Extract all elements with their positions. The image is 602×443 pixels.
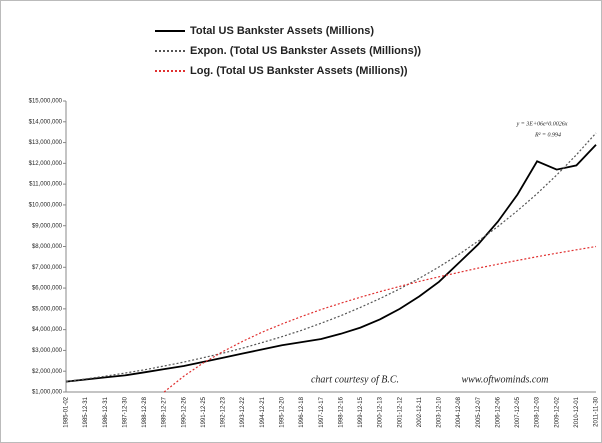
x-tick-label: 1990-12-26 — [181, 396, 187, 427]
x-tick-label: 2005-12-07 — [476, 396, 482, 427]
x-tick-label: 1987-12-30 — [122, 396, 128, 427]
x-tick-label: 1999-12-15 — [358, 396, 364, 427]
x-tick-label: 1998-12-16 — [338, 396, 344, 427]
x-tick-label: 2011-11-30 — [594, 396, 600, 426]
y-tick-label: $5,000,000 — [32, 306, 63, 312]
website: www.oftwominds.com — [461, 374, 548, 385]
x-tick-label: 1989-12-27 — [162, 396, 168, 427]
x-tick-label: 1993-12-22 — [240, 396, 246, 427]
y-tick-label: $8,000,000 — [32, 244, 63, 250]
y-tick-label: $10,000,000 — [29, 203, 63, 209]
x-tick-label: 1994-12-21 — [260, 396, 266, 427]
series-line — [65, 144, 597, 383]
x-tick-label: 2010-12-01 — [574, 396, 580, 427]
x-tick-label: 1995-12-20 — [280, 396, 286, 427]
y-tick-label: $11,000,000 — [29, 182, 63, 188]
y-tick-label: $4,000,000 — [32, 327, 63, 333]
legend-label: Log. (Total US Bankster Assets (Millions… — [190, 65, 408, 77]
x-tick-label: 1991-12-25 — [201, 396, 207, 427]
y-tick-label: $12,000,000 — [29, 161, 63, 167]
x-tick-label: 2004-12-08 — [456, 396, 462, 427]
x-tick-label: 2006-12-06 — [495, 396, 501, 427]
y-tick-label: $13,000,000 — [29, 140, 63, 146]
r-squared: R² = 0.994 — [534, 131, 561, 138]
y-tick-label: $3,000,000 — [32, 348, 63, 354]
x-tick-label: 2002-12-11 — [417, 396, 423, 427]
x-tick-label: 2000-12-13 — [378, 396, 384, 427]
credit: chart courtesy of B.C. — [311, 374, 399, 385]
x-tick-label: 1988-12-28 — [142, 396, 148, 427]
x-tick-label: 1997-12-17 — [319, 396, 325, 427]
x-tick-label: 1985-12-31 — [83, 396, 89, 427]
y-tick-label: $15,000,000 — [29, 99, 63, 105]
x-tick-label: 2009-12-02 — [554, 396, 560, 427]
y-tick-label: $6,000,000 — [32, 286, 63, 292]
x-tick-label: 1985-01-02 — [64, 396, 70, 427]
x-tick-label: 2003-12-10 — [437, 396, 443, 427]
y-tick-label: $2,000,000 — [32, 369, 63, 375]
y-tick-label: $1,000,000 — [32, 390, 63, 396]
y-tick-label: $9,000,000 — [32, 223, 63, 229]
x-tick-label: 2001-12-12 — [397, 396, 403, 427]
legend-label: Expon. (Total US Bankster Assets (Millio… — [190, 45, 421, 57]
x-tick-label: 2007-12-05 — [515, 396, 521, 427]
x-tick-label: 2008-12-03 — [535, 396, 541, 427]
y-tick-label: $7,000,000 — [32, 265, 63, 271]
y-tick-label: $14,000,000 — [29, 119, 63, 125]
x-tick-label: 1986-12-31 — [103, 396, 109, 427]
x-tick-label: 1996-12-18 — [299, 396, 305, 427]
equation: y = 3E+06e^0.0026x — [516, 121, 568, 127]
series-line — [65, 132, 597, 383]
series-line — [163, 245, 597, 393]
x-tick-label: 1992-12-23 — [221, 396, 227, 427]
legend-label: Total US Bankster Assets (Millions) — [190, 25, 374, 37]
